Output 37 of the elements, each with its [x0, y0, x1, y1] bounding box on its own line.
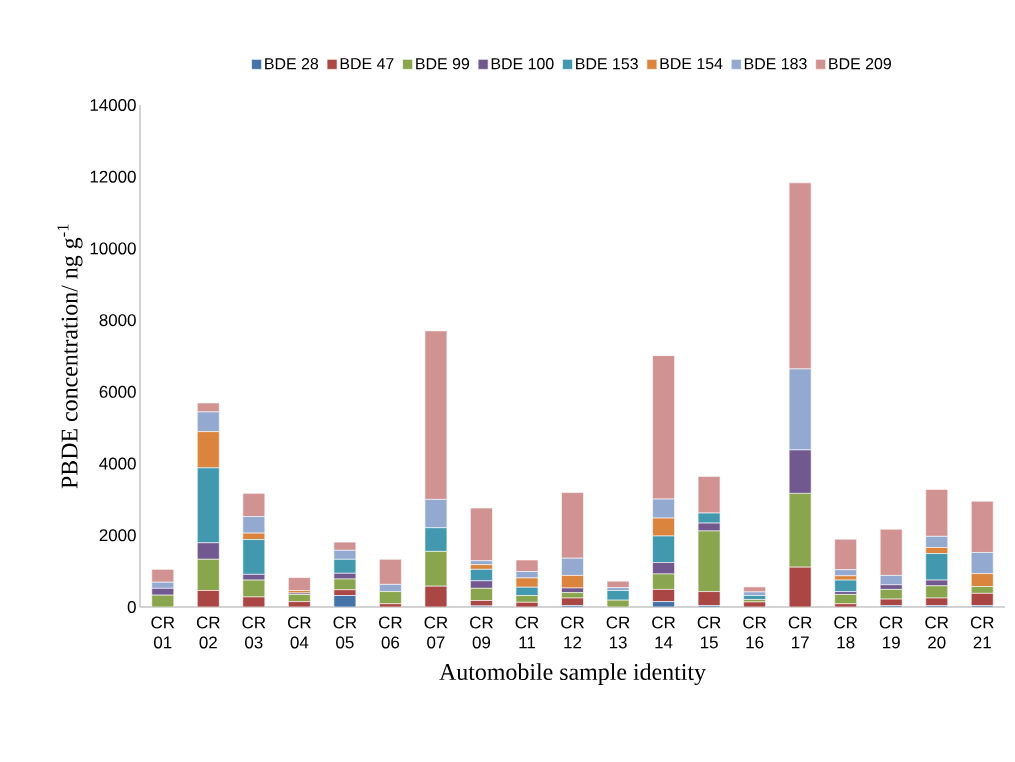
x-tick-label: CR 18 — [834, 616, 858, 649]
y-tick-label: 2000 — [99, 529, 136, 542]
y-tick-label: 8000 — [99, 314, 136, 327]
legend-label: BDE 99 — [416, 58, 470, 70]
legend-label: BDE 154 — [660, 58, 723, 70]
legend-label: BDE 100 — [491, 58, 554, 70]
legend-label: BDE 28 — [265, 58, 319, 70]
x-tick-label: CR 15 — [697, 616, 721, 649]
x-tick-label: CR 14 — [652, 616, 676, 649]
y-tick-label: 12000 — [90, 170, 136, 183]
x-tick-label: CR 02 — [196, 616, 220, 649]
y-tick-label: 4000 — [99, 457, 136, 470]
x-tick-label: CR 07 — [424, 616, 448, 649]
x-tick-label: CR 06 — [379, 616, 402, 649]
x-tick-label: CR 13 — [606, 616, 630, 649]
x-tick-label: CR 04 — [287, 616, 311, 649]
x-tick-label: CR 01 — [151, 616, 175, 649]
y-axis-title: PBDE concentration/ ng g$^{-1}$ — [57, 224, 83, 489]
x-tick-label: CR 09 — [470, 616, 493, 649]
y-tick-label: 14000 — [90, 98, 136, 111]
x-tick-label: CR 05 — [333, 616, 357, 649]
x-tick-label: CR 12 — [561, 616, 584, 649]
legend-label: BDE 209 — [829, 58, 891, 70]
x-tick-label: CR 16 — [743, 616, 767, 649]
x-tick-label: CR 19 — [879, 616, 903, 649]
x-tick-label: CR 17 — [788, 616, 812, 649]
legend-label: BDE 153 — [576, 58, 638, 70]
y-tick-label: 0 — [127, 600, 136, 613]
x-tick-label: CR 03 — [242, 616, 266, 649]
x-tick-label: CR 11 — [515, 616, 539, 649]
legend-label: BDE 183 — [744, 58, 807, 70]
y-tick-label: 6000 — [99, 385, 136, 398]
x-tick-label: CR 20 — [925, 616, 949, 649]
legend-label: BDE 47 — [340, 58, 394, 70]
x-axis-title: Automobile sample identity — [439, 663, 706, 686]
y-tick-label: 10000 — [90, 242, 136, 255]
x-tick-label: CR 21 — [970, 616, 994, 649]
